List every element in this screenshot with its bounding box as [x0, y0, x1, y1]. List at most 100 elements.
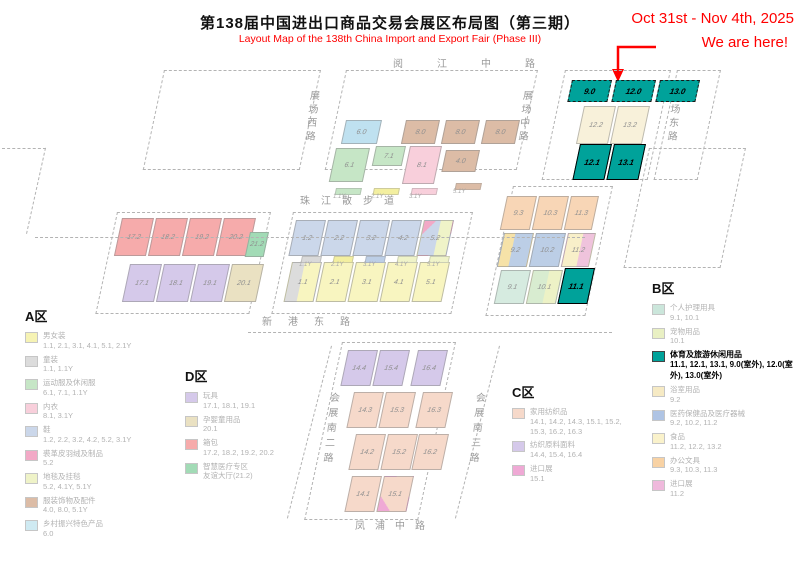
legend-swatch	[25, 496, 38, 508]
legend-item-halls: 1.1, 1.1Y	[43, 364, 74, 374]
hall-8.0: 8.0	[400, 120, 440, 144]
legend-item: 办公文具 9.3, 10.3, 11.3	[652, 456, 794, 476]
road-label: 珠江散步道	[300, 196, 405, 207]
legend-title-a: A区	[25, 309, 48, 324]
legend-item-name: 乡村振兴特色产品	[43, 519, 103, 528]
legend-item-halls: 11.2, 12.2, 13.2	[670, 441, 722, 451]
hall-13.0: 13.0	[655, 80, 700, 102]
legend-swatch	[25, 473, 38, 484]
legend-item-name: 个人护理用具	[670, 303, 715, 312]
legend-item: 食品 11.2, 12.2, 13.2	[652, 432, 794, 452]
legend-swatch	[652, 409, 665, 421]
legend-title-c: C区	[512, 385, 535, 400]
legend-item: 体育及旅游休闲用品 11.1, 12.1, 13.1, 9.0(室外), 12.0…	[652, 350, 794, 381]
legend-d: D区 玩具 17.1, 18.1, 19.1 孕婴童用品 20.1 箱包 17.2, 18.…	[185, 366, 317, 485]
legend-item: 个人护理用具 9.1, 10.1	[652, 303, 794, 323]
legend-text: 玩具 17.1, 18.1, 19.1	[203, 391, 255, 411]
legend-swatch	[25, 355, 38, 367]
legend-item: 纺织原料面料 14.4, 15.4, 16.4	[512, 440, 630, 460]
legend-item-name: 医药保健品及医疗器械	[670, 408, 745, 418]
legend-item-name: 地毯及挂毯	[43, 472, 81, 481]
legend-swatch	[652, 480, 665, 492]
strip-label: 3.1Y	[409, 194, 422, 200]
legend-text: 男女装 1.1, 2.1, 3.1, 4.1, 5.1, 2.1Y	[43, 331, 131, 351]
legend-item-halls: 9.3, 10.3, 11.3	[670, 465, 718, 475]
legend-item: 孕婴童用品 20.1	[185, 415, 317, 435]
strip-label: 5.1Y	[453, 189, 466, 195]
legend-text: 纺织原料面料 14.4, 15.4, 16.4	[530, 440, 582, 460]
legend-item-halls: 15.1	[530, 473, 545, 483]
legend-item: 医药保健品及医疗器械 9.2, 10.2, 11.2	[652, 409, 794, 429]
legend-item-name: 宠物用品	[670, 326, 700, 336]
legend-text: 童装 1.1, 1.1Y	[43, 355, 73, 375]
legend-item-name: 食品	[670, 432, 685, 442]
legend-text: 医药保健品及医疗器械 9.2, 10.2, 11.2	[670, 409, 745, 429]
legend-swatch	[652, 351, 665, 362]
legend-item: 进口展 15.1	[512, 464, 630, 484]
page-subtitle: Layout Map of the 138th China Import and…	[238, 33, 542, 45]
legend-c: C区家用纺织品 14.1, 14.2, 14.3, 15.1, 15.2, 15.…	[512, 382, 630, 487]
road-label: 阅江中路	[393, 59, 569, 70]
legend-text: 家用纺织品 14.1, 14.2, 14.3, 15.1, 15.2, 15.3,…	[530, 407, 630, 436]
legend-swatch	[185, 415, 198, 427]
legend-text: 运动服及休闲服 6.1, 7.1, 1.1Y	[43, 378, 96, 398]
dashed-line	[26, 147, 46, 234]
legend-item: 鞋 1.2, 2.2, 3.2, 4.2, 5.2, 3.1Y	[25, 425, 177, 445]
legend-item-name: 体育及旅游休闲用品	[670, 350, 742, 359]
legend-item-halls: 10.1	[670, 336, 685, 346]
legend-text: 体育及旅游休闲用品 11.1, 12.1, 13.1, 9.0(室外), 12.0…	[670, 350, 794, 381]
legend-item-name: 男女装	[43, 331, 66, 340]
legend-item: 男女装 1.1, 2.1, 3.1, 4.1, 5.1, 2.1Y	[25, 331, 177, 351]
legend-title-b: B区	[652, 281, 675, 296]
hall-16.3: 16.3	[415, 392, 453, 428]
here-arrow-icon	[612, 45, 656, 82]
legend-swatch	[512, 408, 525, 419]
legend-text: 个人护理用具 9.1, 10.1	[670, 303, 715, 323]
legend-item-halls: 1.1, 2.1, 3.1, 4.1, 5.1, 2.1Y	[43, 340, 132, 350]
legend-item-name: 家用纺织品	[530, 407, 568, 416]
strip-label: 4.1Y	[395, 262, 408, 268]
legend-text: 进口展 15.1	[530, 464, 553, 484]
legend-text: 食品 11.2, 12.2, 13.2	[670, 432, 722, 452]
strip-label: 2.1Y	[331, 262, 344, 268]
legend-item-name: 箱包	[203, 438, 218, 447]
legend-text: 内衣 8.1, 3.1Y	[43, 402, 73, 422]
page-title: 第138届中国进出口商品交易会展区布局图（第三期）	[199, 15, 581, 32]
hall-12.0: 12.0	[611, 80, 656, 102]
hall-9.0: 9.0	[567, 80, 612, 102]
legend-swatch	[652, 456, 665, 468]
legend-item: 智慧医疗专区 友谊大厅(21.2)	[185, 462, 317, 482]
here-note: We are here!	[701, 34, 788, 51]
date-note: Oct 31st - Nov 4th, 2025	[631, 10, 794, 27]
legend-text: 智慧医疗专区 友谊大厅(21.2)	[203, 462, 253, 482]
legend-item-halls: 9.1, 10.1	[670, 312, 700, 322]
legend-text: 服装饰物及配件 4.0, 8.0, 5.1Y	[43, 496, 96, 516]
legend-text: 裘革皮羽绒及制品 5.2	[43, 449, 103, 469]
legend-item: 箱包 17.2, 18.2, 19.2, 20.2	[185, 438, 317, 458]
strip-label: 2.1Y	[371, 194, 384, 200]
legend-item-name: 纺织原料面料	[530, 440, 575, 450]
road-label: 新港东路	[262, 317, 366, 328]
hall-6.0: 6.0	[340, 120, 382, 144]
legend-item: 服装饰物及配件 4.0, 8.0, 5.1Y	[25, 496, 177, 516]
legend-item-halls: 9.2, 10.2, 11.2	[670, 418, 718, 428]
strip-label: 1.1Y	[299, 262, 312, 268]
legend-swatch	[185, 439, 198, 450]
legend-item-name: 裘革皮羽绒及制品	[43, 448, 103, 458]
hall-8.0: 8.0	[480, 120, 520, 144]
legend-swatch	[512, 464, 525, 476]
legend-item-halls: 14.1, 14.2, 14.3, 15.1, 15.2, 15.3, 16.2…	[530, 416, 622, 436]
hall-8.0: 8.0	[440, 120, 480, 144]
legend-item: 内衣 8.1, 3.1Y	[25, 402, 177, 422]
legend-item-halls: 6.1, 7.1, 1.1Y	[43, 387, 88, 397]
hall-4.0: 4.0	[441, 150, 480, 172]
legend-swatch	[25, 520, 38, 531]
legend-item-halls: 1.2, 2.2, 3.2, 4.2, 5.2, 3.1Y	[43, 434, 132, 444]
legend-item: 宠物用品 10.1	[652, 327, 794, 347]
legend-item: 运动服及休闲服 6.1, 7.1, 1.1Y	[25, 378, 177, 398]
legend-item: 浴室用品 9.2	[652, 385, 794, 405]
legend-item: 乡村振兴特色产品 6.0	[25, 519, 177, 539]
legend-text: 浴室用品 9.2	[670, 385, 700, 405]
legend-text: 进口展 11.2	[670, 479, 693, 499]
region-outline	[142, 70, 321, 170]
